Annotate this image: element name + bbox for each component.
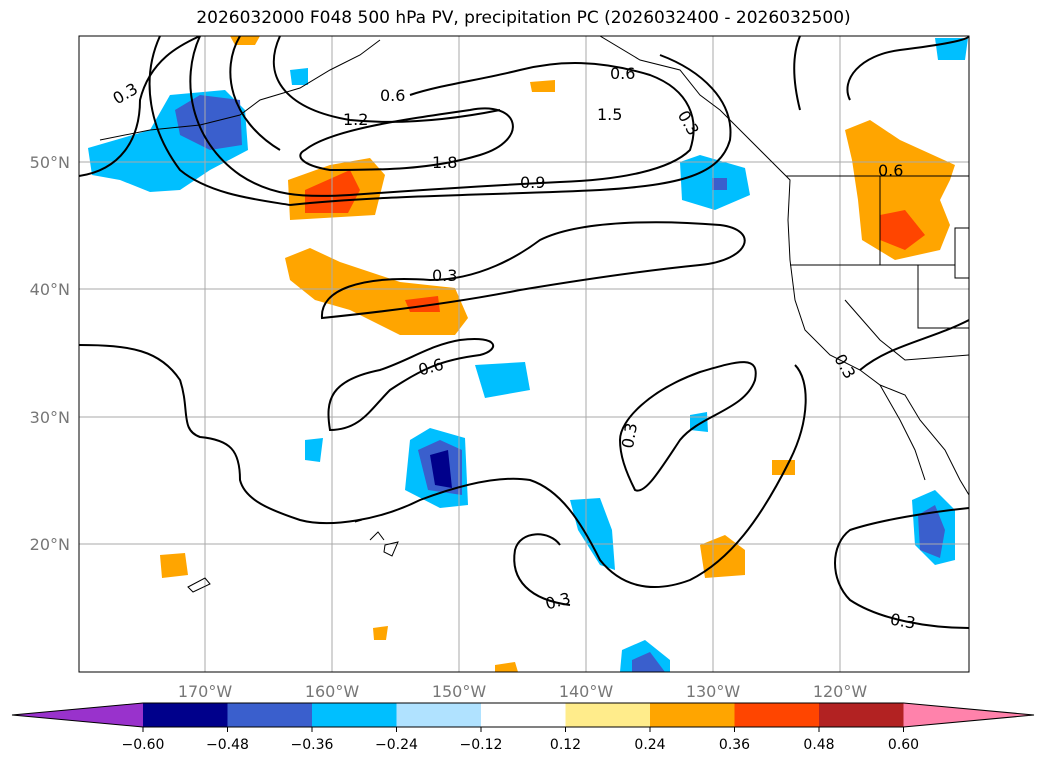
svg-text:0.6: 0.6 xyxy=(878,161,903,180)
colorbar-tick-label: −0.36 xyxy=(291,737,334,753)
lat-tick-labels: 50°N 40°N 30°N 20°N xyxy=(30,153,70,554)
lon-tick-labels: 170°W 160°W 150°W 140°W 130°W 120°W xyxy=(178,682,868,701)
colorbar-tick-label: 0.36 xyxy=(719,737,750,753)
map-frame xyxy=(78,35,970,673)
colorbar-tick-label: −0.48 xyxy=(206,737,249,753)
svg-text:0.3: 0.3 xyxy=(830,351,859,383)
svg-text:50°N: 50°N xyxy=(30,153,70,172)
colorbar-tick-label: 0.24 xyxy=(634,737,665,753)
svg-text:0.3: 0.3 xyxy=(889,610,917,633)
svg-text:0.6: 0.6 xyxy=(380,86,405,105)
svg-text:1.8: 1.8 xyxy=(432,153,457,172)
colorbar-tick-label: 0.12 xyxy=(550,737,581,753)
colorbar-segment xyxy=(312,703,397,727)
colorbar-extend-low xyxy=(12,703,143,727)
svg-text:0.9: 0.9 xyxy=(520,173,545,192)
precip-shading xyxy=(88,36,968,672)
svg-text:40°N: 40°N xyxy=(30,280,70,299)
svg-text:0.3: 0.3 xyxy=(618,421,641,449)
svg-text:0.3: 0.3 xyxy=(543,589,573,614)
svg-text:130°W: 130°W xyxy=(686,682,741,701)
colorbar-tick-label: 0.60 xyxy=(888,737,919,753)
colorbar-tick-label: −0.60 xyxy=(122,737,165,753)
svg-text:0.6: 0.6 xyxy=(610,64,635,83)
colorbar-segment xyxy=(481,703,566,727)
svg-text:0.3: 0.3 xyxy=(674,107,703,139)
chart-title: 2026032000 F048 500 hPa PV, precipitatio… xyxy=(196,8,851,28)
colorbar-tick-label: −0.24 xyxy=(375,737,418,753)
colorbar-tick-label: 0.48 xyxy=(803,737,834,753)
colorbar-segment xyxy=(650,703,735,727)
svg-text:0.3: 0.3 xyxy=(432,266,457,285)
colorbar-segment xyxy=(565,703,651,727)
svg-text:140°W: 140°W xyxy=(559,682,614,701)
svg-text:160°W: 160°W xyxy=(305,682,360,701)
colorbar-segment xyxy=(396,703,482,727)
map-area: 0.3 0.6 1.2 1.8 0.9 1.5 0.6 0.3 0.6 0.3 … xyxy=(79,36,969,672)
svg-text:1.5: 1.5 xyxy=(597,105,622,124)
colorbar-segment xyxy=(819,703,904,727)
svg-text:170°W: 170°W xyxy=(178,682,233,701)
colorbar: −0.60 −0.48 −0.36 −0.24 −0.12 0.12 0.24 0.36 0.4… xyxy=(11,702,1035,753)
colorbar-extend-high xyxy=(903,703,1034,727)
svg-text:0.6: 0.6 xyxy=(416,355,446,380)
svg-text:120°W: 120°W xyxy=(813,682,868,701)
svg-text:1.2: 1.2 xyxy=(343,110,368,129)
colorbar-segment xyxy=(734,703,820,727)
colorbar-segment xyxy=(143,703,228,727)
colorbar-segment xyxy=(227,703,313,727)
pv-contours xyxy=(79,36,969,629)
svg-text:20°N: 20°N xyxy=(30,535,70,554)
colorbar-tick-label: −0.12 xyxy=(460,737,503,753)
svg-text:0.3: 0.3 xyxy=(110,79,142,108)
svg-text:30°N: 30°N xyxy=(30,408,70,427)
svg-text:150°W: 150°W xyxy=(432,682,487,701)
